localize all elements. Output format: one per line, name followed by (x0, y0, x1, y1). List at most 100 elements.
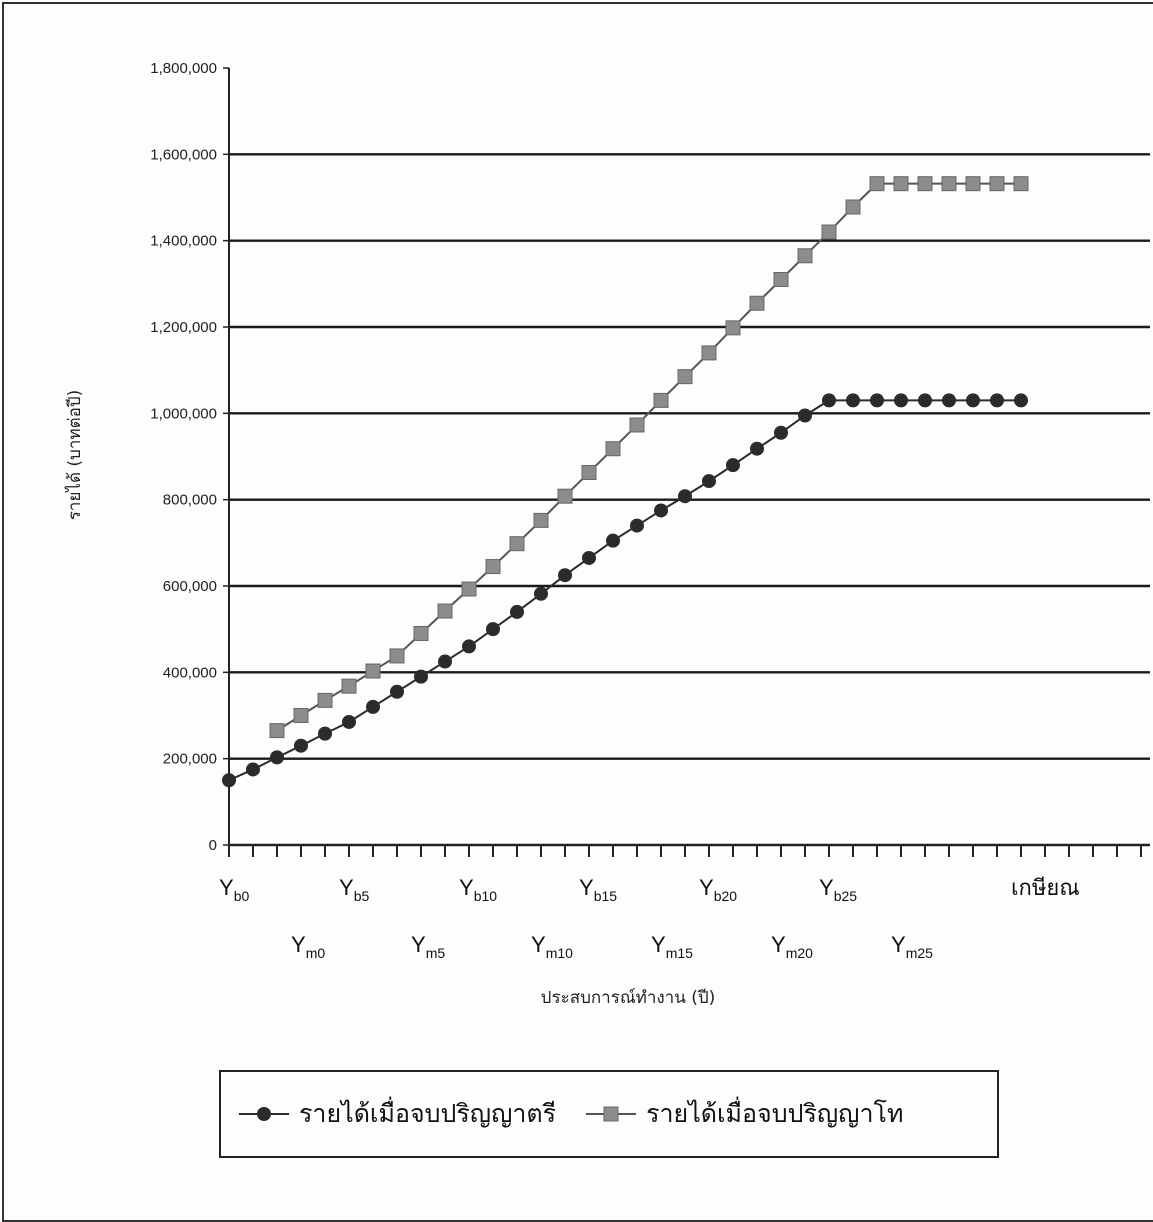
data-point (726, 458, 740, 473)
data-point (653, 392, 669, 408)
circle-marker-icon (239, 1107, 289, 1121)
data-point (845, 199, 861, 215)
data-point (462, 639, 476, 654)
data-point (365, 663, 381, 679)
data-point (749, 295, 765, 311)
y-tick-label: 200,000 (163, 751, 217, 768)
data-point (966, 393, 980, 408)
data-point (605, 441, 621, 457)
x-category-label: Ym0 (291, 932, 325, 961)
data-point (798, 408, 812, 423)
y-tick-label: 800,000 (163, 492, 217, 509)
data-point (438, 654, 452, 669)
series-line (276, 182, 1021, 732)
data-point (630, 518, 644, 533)
x-category-label: Yb20 (699, 875, 737, 904)
data-point (750, 441, 764, 456)
data-point (725, 320, 741, 336)
data-point (702, 474, 716, 489)
x-category-label: Yb15 (579, 875, 617, 904)
square-marker-icon (586, 1106, 637, 1122)
data-point (677, 369, 693, 385)
data-point (965, 176, 981, 192)
data-point (918, 393, 932, 408)
data-point (846, 393, 860, 408)
data-point (606, 533, 620, 548)
y-axis-title: รายได้ (บาทต่อปี) (64, 390, 85, 520)
data-point (318, 726, 332, 741)
data-point (773, 272, 789, 288)
data-point (822, 393, 836, 408)
y-tick-label: 600,000 (163, 578, 217, 595)
data-point (774, 425, 788, 440)
x-category-label: Yb25 (819, 875, 857, 904)
x-axis-title: ประสบการณ์ทำงาน (ปี) (541, 988, 716, 1008)
legend: รายได้เมื่อจบปริญญาตรี รายได้เมื่อจบปริญ… (219, 1070, 999, 1158)
data-point (366, 699, 380, 714)
data-point (558, 568, 572, 583)
legend-label-bachelor: รายได้เมื่อจบปริญญาตรี (299, 1099, 557, 1128)
x-axis: Yb0 Yb5 Yb10 Yb15 Yb20 Yb25 เกษียณ Ym0 Ym5 Ym10 Ym… (219, 843, 1150, 961)
data-point (294, 738, 308, 753)
legend-label-master: รายได้เมื่อจบปริญญาโท (646, 1099, 904, 1128)
y-tick-label: 0 (209, 837, 217, 854)
data-point (461, 581, 477, 597)
data-point (629, 417, 645, 433)
data-point (894, 393, 908, 408)
line-chart: 0 200,000 400,000 600,000 800,000 1,000,000 1,… (64, 60, 1150, 1008)
grid-lines (229, 153, 1150, 760)
data-point (1013, 176, 1029, 192)
data-point (437, 603, 453, 619)
data-point (893, 176, 909, 192)
data-point (821, 224, 837, 240)
data-point (797, 248, 813, 264)
y-axis: 0 200,000 400,000 600,000 800,000 1,000,000 1,… (150, 60, 230, 854)
series-master (269, 176, 1029, 739)
data-point (941, 176, 957, 192)
data-point (989, 176, 1005, 192)
data-point (389, 648, 405, 664)
data-point (990, 393, 1004, 408)
data-point (486, 622, 500, 637)
y-tick-label: 1,200,000 (150, 319, 217, 336)
data-point (222, 773, 236, 788)
data-point (917, 176, 933, 192)
legend-item-bachelor: รายได้เมื่อจบปริญญาตรี (239, 1094, 556, 1134)
data-point (678, 489, 692, 504)
data-point (533, 512, 549, 528)
data-point (581, 464, 597, 480)
x-category-label: Yb5 (339, 875, 369, 904)
data-point (341, 678, 357, 694)
data-point (701, 345, 717, 361)
data-point (246, 762, 260, 777)
data-point (509, 536, 525, 552)
data-point (293, 708, 309, 723)
series-bachelor (222, 393, 1028, 788)
data-point (942, 393, 956, 408)
series-line (228, 399, 1021, 782)
y-tick-label: 1,400,000 (150, 233, 217, 250)
data-point (317, 692, 333, 708)
y-tick-label: 400,000 (163, 664, 217, 681)
data-point (557, 488, 573, 504)
data-point (270, 750, 284, 765)
data-point (269, 723, 285, 739)
data-point (534, 586, 548, 601)
x-category-label: Yb10 (459, 875, 497, 904)
y-tick-label: 1,800,000 (150, 60, 217, 77)
data-point (485, 559, 501, 575)
y-tick-label: 1,000,000 (150, 405, 217, 422)
data-point (510, 604, 524, 619)
x-category-label: Ym25 (891, 932, 933, 961)
data-point (413, 625, 429, 641)
x-category-label: Ym15 (651, 932, 693, 961)
x-category-label: Ym20 (771, 932, 813, 961)
data-point (870, 393, 884, 408)
x-category-label: เกษียณ (1011, 875, 1080, 900)
data-point (869, 176, 885, 192)
x-category-label: Ym10 (531, 932, 573, 961)
series-layer (222, 176, 1029, 788)
data-point (414, 669, 428, 684)
legend-item-master: รายได้เมื่อจบปริญญาโท (586, 1094, 903, 1134)
data-point (654, 503, 668, 518)
